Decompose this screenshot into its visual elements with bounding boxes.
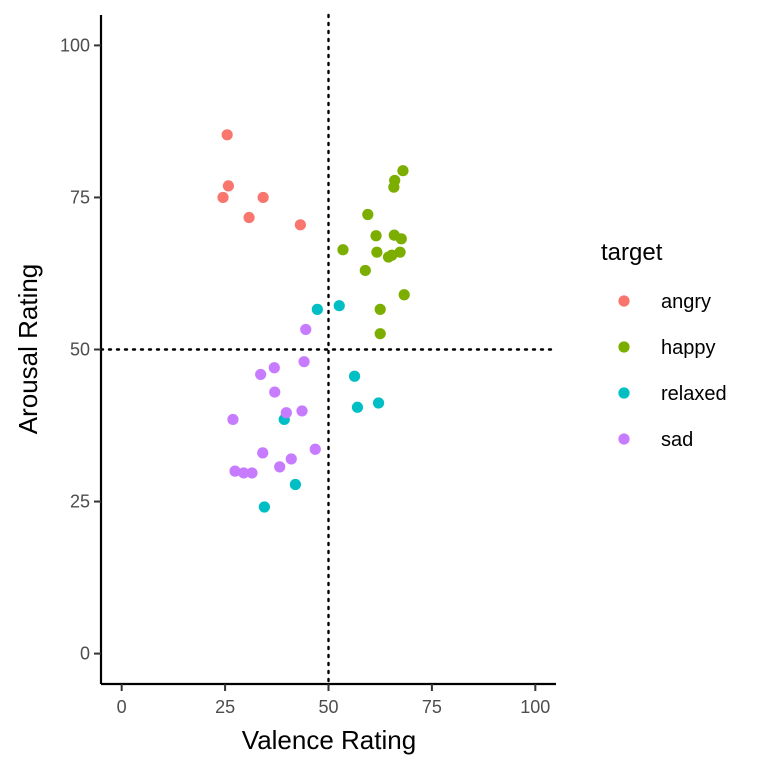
point-angry bbox=[222, 180, 234, 192]
x-tick-label: 50 bbox=[318, 697, 338, 717]
point-happy bbox=[398, 289, 410, 301]
point-happy bbox=[397, 165, 409, 177]
point-relaxed bbox=[348, 370, 361, 382]
point-happy bbox=[370, 230, 382, 242]
point-sad bbox=[229, 465, 241, 477]
point-relaxed bbox=[333, 300, 345, 312]
legend-key-relaxed bbox=[618, 387, 630, 399]
point-sad bbox=[296, 405, 308, 417]
point-happy bbox=[388, 181, 400, 193]
y-tick-label: 0 bbox=[80, 644, 90, 664]
legend-label-happy: happy bbox=[661, 337, 716, 359]
legend-key-angry bbox=[618, 295, 630, 307]
point-happy bbox=[362, 208, 374, 221]
point-sad bbox=[246, 467, 258, 479]
point-sad bbox=[255, 368, 267, 381]
point-relaxed bbox=[258, 501, 270, 513]
legend-title: target bbox=[601, 239, 663, 266]
point-angry bbox=[294, 219, 306, 231]
point-angry bbox=[243, 211, 255, 224]
point-relaxed bbox=[351, 401, 364, 413]
x-tick-label: 25 bbox=[215, 697, 235, 717]
point-angry bbox=[217, 191, 229, 204]
point-angry bbox=[257, 191, 269, 204]
point-happy bbox=[359, 264, 371, 277]
legend: target angry happy relaxed sad bbox=[601, 239, 727, 451]
data-points bbox=[217, 129, 410, 513]
legend-label-relaxed: relaxed bbox=[661, 383, 727, 405]
point-sad bbox=[274, 461, 286, 473]
point-angry bbox=[221, 129, 233, 141]
legend-key-happy bbox=[618, 341, 630, 353]
point-sad bbox=[227, 413, 239, 426]
point-sad bbox=[280, 407, 292, 419]
point-sad bbox=[268, 362, 280, 374]
reference-lines bbox=[99, 13, 558, 686]
point-sad bbox=[298, 356, 310, 368]
x-tick-label: 100 bbox=[520, 697, 550, 717]
y-tick-label: 25 bbox=[70, 492, 90, 512]
legend-key-sad bbox=[618, 433, 630, 445]
point-happy bbox=[374, 328, 386, 340]
legend-label-angry: angry bbox=[661, 291, 711, 313]
point-happy bbox=[374, 303, 386, 315]
x-axis-title: Valence Rating bbox=[242, 725, 416, 755]
point-sad bbox=[309, 443, 321, 455]
point-sad bbox=[238, 467, 250, 479]
y-axis-title: Arousal Rating bbox=[13, 264, 43, 435]
point-sad bbox=[257, 447, 269, 459]
point-sad bbox=[269, 386, 281, 398]
point-happy bbox=[395, 233, 407, 245]
x-tick-label: 0 bbox=[117, 697, 127, 717]
y-tick-label: 100 bbox=[60, 35, 90, 55]
point-relaxed bbox=[311, 303, 323, 315]
x-tick-label: 75 bbox=[422, 697, 442, 717]
point-happy bbox=[337, 244, 349, 256]
point-happy bbox=[382, 251, 395, 263]
point-relaxed bbox=[289, 478, 302, 491]
y-tick-label: 75 bbox=[70, 187, 90, 207]
point-relaxed bbox=[372, 397, 385, 409]
point-sad bbox=[300, 323, 312, 336]
y-tick-label: 50 bbox=[70, 340, 90, 360]
point-happy bbox=[371, 246, 383, 258]
axes: 0 25 50 75 100 0 25 50 75 100 bbox=[60, 15, 556, 717]
legend-label-sad: sad bbox=[661, 429, 693, 451]
point-sad bbox=[285, 453, 297, 465]
